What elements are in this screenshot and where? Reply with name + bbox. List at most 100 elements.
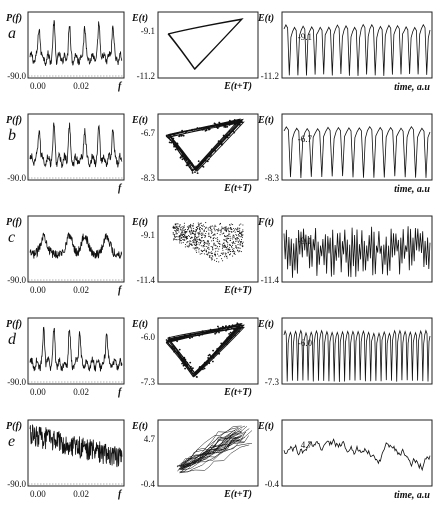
phase-point — [223, 242, 225, 244]
phase-point — [198, 251, 200, 253]
timeseries-ytick: -9.1 — [298, 236, 312, 246]
phase-point — [233, 227, 235, 230]
phase-point — [191, 236, 193, 238]
phase-point — [193, 239, 195, 241]
phase-point — [186, 238, 188, 240]
phase-point — [223, 228, 225, 230]
phase-point — [225, 135, 228, 138]
phase-point — [212, 249, 214, 251]
phase-point — [172, 225, 174, 227]
phase-point — [212, 234, 214, 237]
phase-ytick: -9.1 — [141, 230, 155, 240]
phase-point — [226, 247, 228, 249]
phase-panel — [157, 113, 259, 181]
phase-point — [225, 235, 227, 237]
phase-point — [210, 227, 212, 230]
phase-point — [217, 230, 219, 232]
phase-point — [229, 227, 231, 229]
phase-point — [220, 342, 223, 345]
phase-point — [182, 238, 184, 241]
phase-point — [194, 372, 197, 375]
phase-point — [182, 228, 184, 230]
phase-point — [226, 257, 228, 259]
phase-point — [204, 235, 206, 237]
phase-point — [203, 240, 205, 242]
phase-point — [180, 229, 182, 231]
phase-point — [188, 234, 190, 237]
phase-point — [230, 226, 232, 229]
phase-point — [237, 244, 239, 246]
phase-point — [183, 229, 185, 231]
phase-point — [194, 171, 196, 174]
phase-frame — [157, 419, 259, 487]
phase-point — [209, 328, 212, 331]
timeseries-ytick: -0.4 — [265, 479, 280, 489]
phase-point — [228, 237, 230, 240]
spectrum-xtick: 0.02 — [73, 387, 89, 397]
phase-point — [214, 228, 216, 230]
phase-point — [203, 225, 205, 228]
phase-point — [189, 231, 191, 233]
phase-point — [215, 245, 217, 247]
phase-point — [213, 236, 215, 239]
phase-point — [216, 232, 218, 234]
phase-point — [191, 336, 194, 339]
phase-ylabel: E(t) — [131, 421, 148, 432]
phase-point — [212, 248, 214, 250]
phase-point — [241, 238, 243, 241]
phase-point — [236, 234, 238, 236]
phase-point — [212, 149, 215, 152]
phase-point — [197, 236, 199, 238]
spectrum-xlabel: f — [118, 387, 123, 398]
phase-point — [239, 250, 241, 252]
phase-point — [187, 226, 189, 228]
phase-point — [212, 246, 214, 248]
phase-point — [221, 247, 223, 249]
phase-point — [223, 232, 225, 235]
phase-point — [233, 251, 236, 253]
phase-point — [179, 227, 181, 229]
timeseries-ytick: -8.3 — [265, 173, 280, 183]
phase-point — [198, 227, 201, 229]
phase-point — [209, 256, 211, 258]
phase-ylabel: E(t) — [131, 319, 148, 330]
phase-point — [213, 237, 215, 239]
phase-point — [174, 236, 176, 238]
phase-point — [241, 233, 243, 235]
phase-point — [187, 228, 190, 230]
phase-point — [219, 327, 222, 329]
phase-point — [221, 229, 223, 231]
phase-point — [189, 333, 192, 336]
phase-point — [239, 124, 241, 126]
phase-point — [237, 228, 239, 230]
phase-point — [217, 242, 219, 244]
phase-point — [174, 227, 176, 229]
phase-point — [195, 167, 197, 170]
phase-point — [238, 240, 240, 242]
phase-point — [238, 235, 240, 237]
phase-point — [239, 230, 241, 232]
spectrum-ylabel: P(f) — [6, 217, 22, 228]
phase-point — [213, 259, 216, 261]
phase-point — [200, 234, 203, 236]
phase-point — [236, 246, 238, 249]
timeseries-ytick: -6.7 — [298, 134, 313, 144]
phase-point — [182, 336, 185, 339]
phase-point — [222, 122, 225, 125]
phase-point — [222, 252, 225, 254]
phase-point — [181, 235, 183, 237]
phase-point — [204, 159, 207, 162]
phase-point — [199, 226, 201, 228]
phase-point — [195, 232, 197, 234]
phase-point — [212, 349, 215, 352]
phase-point — [200, 232, 202, 234]
row-label-e: e — [8, 433, 15, 450]
phase-point — [186, 237, 189, 240]
phase-point — [208, 235, 210, 237]
phase-point — [241, 242, 244, 245]
phase-point — [203, 242, 205, 244]
phase-point — [178, 231, 180, 233]
phase-point — [211, 232, 213, 234]
phase-point — [229, 253, 232, 255]
phase-point — [208, 362, 211, 365]
